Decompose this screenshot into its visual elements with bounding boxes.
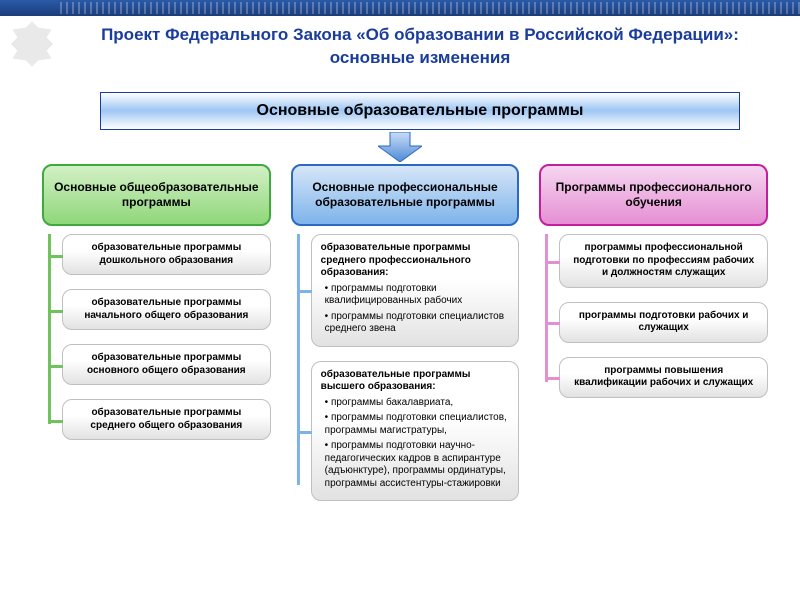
bullet-list: программы подготовки квалифицированных р… [321,283,510,336]
item-box: программы профессиональной подготовки по… [559,234,768,288]
items-wrap: программы профессиональной подготовки по… [539,234,768,412]
items-wrap: образовательные программы дошкольного об… [42,234,271,454]
item-box: образовательные программы начального общ… [62,289,271,330]
item-subtitle: образовательные программы среднего профе… [321,242,510,280]
category-header: Основные профессиональные образовательны… [291,164,520,226]
item-complex: образовательные программы среднего профе… [321,242,510,336]
bullet-item: программы подготовки специалистов, прогр… [325,412,510,437]
item-text: образовательные программы основного обще… [72,352,261,377]
main-header: Основные образовательные программы [100,92,740,130]
connector-vline [48,234,51,424]
item-text: образовательные программы дошкольного об… [72,242,261,267]
page-title: Проект Федерального Закона «Об образован… [70,24,770,70]
item-box: образовательные программы основного обще… [62,344,271,385]
item-box: образовательные программы среднего профе… [311,234,520,347]
connector-vline [297,234,300,485]
item-box: программы повышения квалификации рабочих… [559,357,768,398]
item-text: образовательные программы начального общ… [72,297,261,322]
column: Программы профессионального обучения прог… [539,164,768,515]
category-header: Программы профессионального обучения [539,164,768,226]
item-box: образовательные программы дошкольного об… [62,234,271,275]
bullet-item: программы бакалавриата, [325,397,510,410]
item-box: образовательные программы среднего общег… [62,399,271,440]
arrow-down-icon [378,132,422,162]
items-wrap: образовательные программы среднего профе… [291,234,520,515]
item-text: программы повышения квалификации рабочих… [569,365,758,390]
emblem-icon [6,18,58,70]
connector-vline [545,234,548,382]
column: Основные общеобразовательные программы об… [42,164,271,515]
item-text: образовательные программы среднего общег… [72,407,261,432]
item-complex: образовательные программы высшего образо… [321,369,510,491]
bullet-item: программы подготовки квалифицированных р… [325,283,510,308]
item-box: образовательные программы высшего образо… [311,361,520,502]
item-box: программы подготовки рабочих и служащих [559,302,768,343]
item-text: программы профессиональной подготовки по… [569,242,758,280]
columns-container: Основные общеобразовательные программы об… [42,164,768,515]
column: Основные профессиональные образовательны… [291,164,520,515]
bullet-item: программы подготовки научно-педагогическ… [325,440,510,490]
category-header: Основные общеобразовательные программы [42,164,271,226]
item-text: программы подготовки рабочих и служащих [569,310,758,335]
bullet-list: программы бакалавриата, программы подгото… [321,397,510,491]
bullet-item: программы подготовки специалистов средне… [325,311,510,336]
decorative-top-stripe [0,0,800,16]
item-subtitle: образовательные программы высшего образо… [321,369,510,394]
